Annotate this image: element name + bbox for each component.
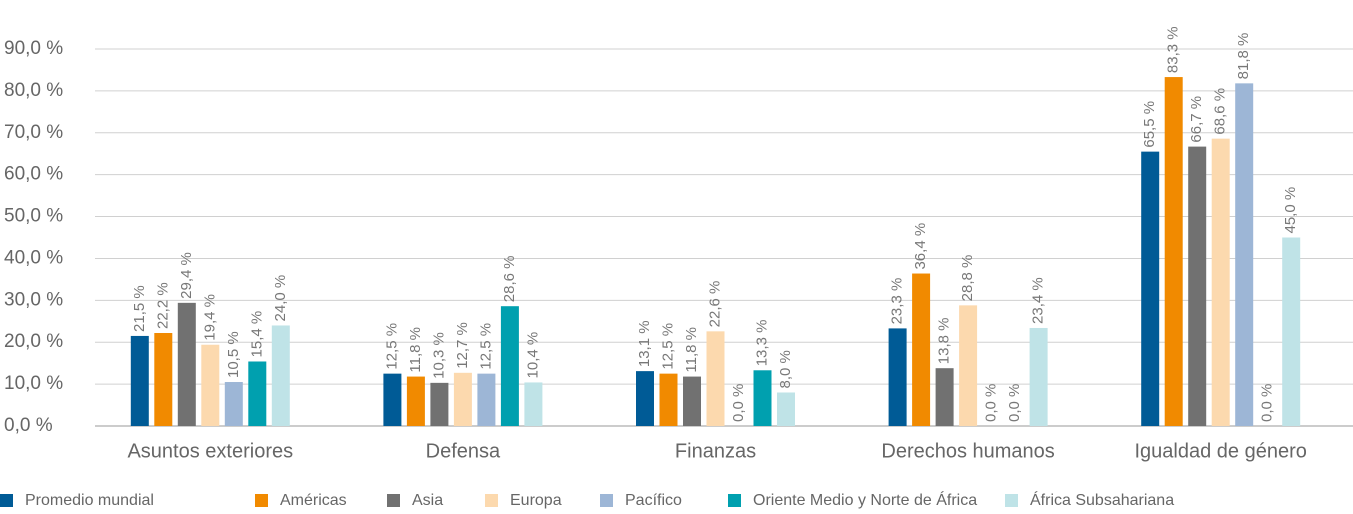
legend-label: Asia [412,492,443,509]
data-label: 83,3 % [1165,26,1182,73]
bar [383,373,402,426]
bar [406,376,425,426]
legend-label: Pacífico [625,492,682,509]
data-label: 10,5 % [225,331,242,378]
legend-swatch [600,494,613,507]
data-label: 12,5 % [659,323,676,370]
bar [659,373,678,426]
y-tick-label: 80,0 % [4,80,63,101]
data-label: 10,4 % [524,332,541,379]
data-label: 0,0 % [983,384,1000,422]
x-tick-label: Asuntos exteriores [127,440,293,462]
y-tick-label: 40,0 % [4,247,63,268]
data-label: 11,8 % [407,327,424,373]
bar [1029,327,1048,426]
data-label: 65,5 % [1141,101,1158,148]
data-label: 24,0 % [272,275,289,322]
data-label: 36,4 % [912,223,929,270]
data-label: 23,3 % [889,278,906,325]
y-tick-label: 90,0 % [4,38,63,59]
legend-swatch [387,494,400,507]
data-label: 0,0 % [1006,384,1023,422]
y-tick-label: 30,0 % [4,289,63,310]
data-label: 15,4 % [248,311,265,358]
legend-swatch [0,494,13,507]
bar [1282,237,1301,426]
data-label: 11,8 % [683,327,700,373]
bar [453,372,472,426]
data-label: 45,0 % [1282,187,1299,234]
x-tick-label: Derechos humanos [881,440,1054,462]
data-label: 29,4 % [178,252,195,299]
bar [524,382,543,426]
data-label: 68,6 % [1212,88,1229,135]
bar [706,331,725,426]
data-label: 12,5 % [477,323,494,370]
legend-swatch [485,494,498,507]
bar [959,305,978,426]
data-label: 22,2 % [154,282,171,329]
legend-label: Promedio mundial [25,492,154,509]
bar [912,273,931,426]
legend-swatch [728,494,741,507]
bar [1164,77,1183,426]
data-label: 13,3 % [753,320,770,367]
bar [430,382,449,426]
legend-label: África Subsahariana [1030,490,1174,509]
data-label: 13,1 % [636,320,653,367]
bar [753,370,772,426]
bar [1211,138,1230,427]
legend-swatch [1005,494,1018,507]
bar [201,344,220,426]
data-label: 28,6 % [501,255,518,302]
data-label: 13,8 % [936,317,953,364]
data-label: 21,5 % [131,285,148,332]
y-tick-label: 10,0 % [4,373,63,394]
bar [888,328,907,426]
bar [271,325,290,426]
bar [1235,83,1254,427]
data-label: 19,4 % [201,294,218,341]
bar [683,376,701,426]
bar [130,335,149,426]
legend-label: Europa [510,492,562,509]
data-label: 23,4 % [1030,277,1047,324]
bar [224,382,243,426]
data-label: 66,7 % [1188,96,1205,143]
bar [935,368,954,426]
x-tick-label: Defensa [426,440,501,462]
y-tick-label: 60,0 % [4,164,63,185]
bar [1141,151,1160,426]
y-tick-label: 50,0 % [4,206,63,227]
y-tick-label: 0,0 % [4,415,53,436]
bar [777,392,795,426]
bar [154,333,173,426]
x-tick-label: Igualdad de género [1135,440,1307,462]
legend-label: Américas [280,492,347,509]
data-label: 12,5 % [383,323,400,370]
bar [177,302,196,426]
y-tick-label: 70,0 % [4,122,63,143]
data-label: 22,6 % [706,281,723,328]
y-tick-label: 20,0 % [4,331,63,352]
bar [636,371,654,426]
bar [1188,146,1207,426]
legend-label: Oriente Medio y Norte de África [753,490,977,509]
bar [248,361,267,426]
x-tick-label: Finanzas [675,440,756,462]
data-label: 10,3 % [430,332,447,379]
data-label: 0,0 % [730,384,747,422]
bar [477,373,496,426]
data-label: 81,8 % [1235,33,1252,80]
data-label: 8,0 % [777,350,794,388]
data-label: 12,7 % [454,322,471,369]
data-label: 0,0 % [1259,384,1276,422]
bar [500,306,519,426]
legend-swatch [255,494,268,507]
data-label: 28,8 % [959,255,976,302]
